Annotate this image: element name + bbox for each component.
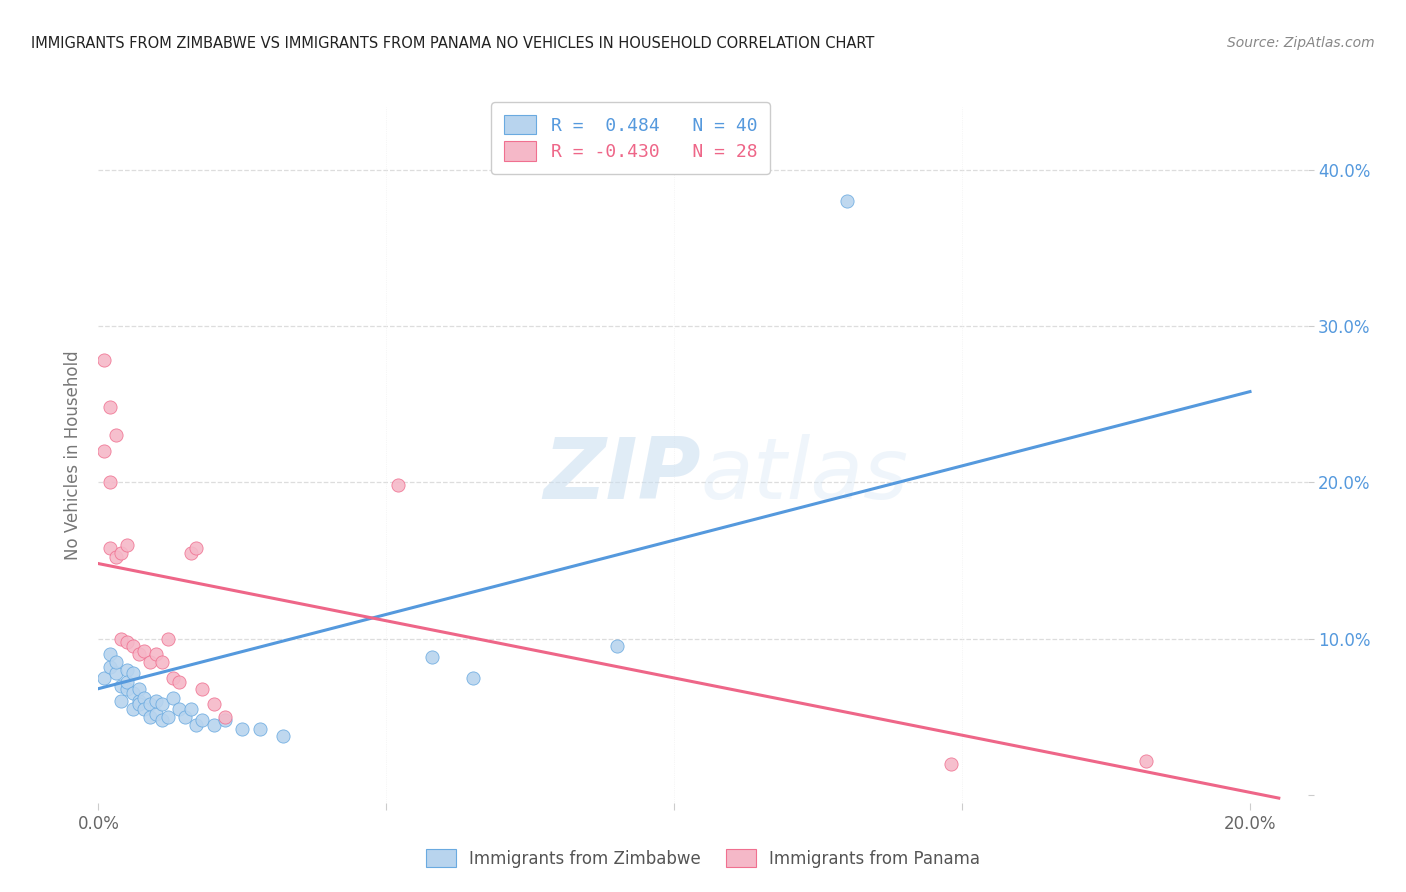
Point <box>191 713 214 727</box>
Point <box>156 710 179 724</box>
Legend: Immigrants from Zimbabwe, Immigrants from Panama: Immigrants from Zimbabwe, Immigrants fro… <box>419 842 987 874</box>
Point <box>461 671 484 685</box>
Point <box>128 681 150 696</box>
Point <box>98 660 121 674</box>
Text: IMMIGRANTS FROM ZIMBABWE VS IMMIGRANTS FROM PANAMA NO VEHICLES IN HOUSEHOLD CORR: IMMIGRANTS FROM ZIMBABWE VS IMMIGRANTS F… <box>31 36 875 51</box>
Point <box>115 538 138 552</box>
Point <box>1135 754 1157 768</box>
Point <box>939 756 962 771</box>
Point <box>134 644 156 658</box>
Point <box>104 666 127 681</box>
Point <box>202 698 225 712</box>
Point <box>156 632 179 646</box>
Point <box>422 650 444 665</box>
Point <box>93 671 115 685</box>
Text: ZIP: ZIP <box>543 434 700 517</box>
Point <box>115 634 138 648</box>
Point <box>191 681 214 696</box>
Point <box>104 428 127 442</box>
Point <box>139 698 162 712</box>
Point <box>150 713 173 727</box>
Point <box>835 194 858 208</box>
Point <box>271 729 294 743</box>
Point <box>93 444 115 458</box>
Point <box>139 710 162 724</box>
Point <box>173 710 195 724</box>
Point <box>167 702 190 716</box>
Point <box>104 550 127 565</box>
Point <box>93 353 115 368</box>
Point <box>115 663 138 677</box>
Text: Source: ZipAtlas.com: Source: ZipAtlas.com <box>1227 36 1375 50</box>
Point <box>122 666 145 681</box>
Point <box>180 702 202 716</box>
Point <box>167 675 190 690</box>
Point <box>128 694 150 708</box>
Point <box>180 546 202 560</box>
Point <box>122 640 145 654</box>
Point <box>387 478 409 492</box>
Point <box>606 640 628 654</box>
Point <box>214 710 236 724</box>
Point <box>110 694 132 708</box>
Point <box>186 717 208 731</box>
Point <box>249 723 271 737</box>
Point <box>110 679 132 693</box>
Point <box>122 686 145 700</box>
Point <box>98 475 121 490</box>
Point <box>128 647 150 661</box>
Point <box>150 655 173 669</box>
Point <box>134 702 156 716</box>
Point <box>115 675 138 690</box>
Point <box>139 655 162 669</box>
Point <box>162 671 184 685</box>
Point <box>145 694 167 708</box>
Point <box>98 541 121 555</box>
Point <box>134 691 156 706</box>
Point <box>110 546 132 560</box>
Point <box>231 723 253 737</box>
Point <box>145 706 167 721</box>
Point <box>202 717 225 731</box>
Point <box>162 691 184 706</box>
Text: atlas: atlas <box>700 434 908 517</box>
Point <box>98 401 121 415</box>
Point <box>214 713 236 727</box>
Point <box>122 702 145 716</box>
Point <box>104 655 127 669</box>
Point <box>150 698 173 712</box>
Point <box>145 647 167 661</box>
Point <box>98 647 121 661</box>
Point <box>110 632 132 646</box>
Point <box>115 681 138 696</box>
Y-axis label: No Vehicles in Household: No Vehicles in Household <box>65 350 83 560</box>
Point <box>128 698 150 712</box>
Point <box>186 541 208 555</box>
